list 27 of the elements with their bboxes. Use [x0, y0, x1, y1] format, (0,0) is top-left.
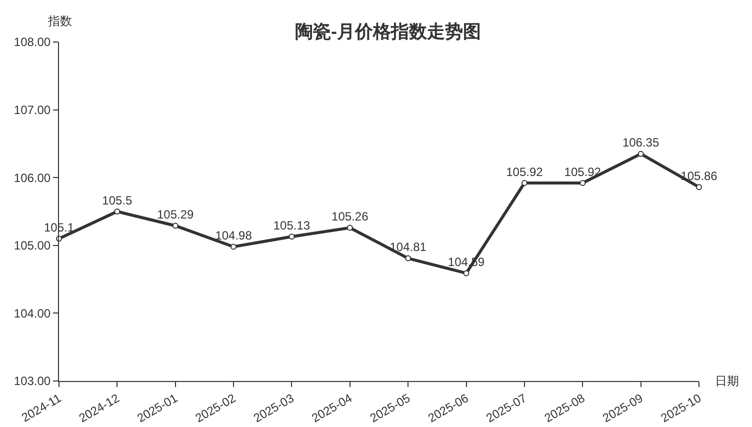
data-label: 105.26 [332, 210, 369, 224]
point [638, 150, 644, 157]
point [696, 184, 702, 190]
point [580, 180, 586, 186]
data-label: 105.29 [157, 208, 194, 222]
y-axis-title: 指数 [47, 14, 72, 28]
point [346, 224, 353, 231]
point [521, 180, 528, 186]
y-tick-label: 105.00 [14, 238, 51, 253]
data-label: 104.98 [215, 228, 252, 243]
x-axis-title: 日期 [715, 374, 739, 388]
y-tick-label: 104.00 [14, 306, 51, 320]
point [288, 234, 295, 240]
point [172, 222, 178, 229]
y-tick-label: 107.00 [14, 103, 51, 117]
data-label: 105.5 [102, 193, 133, 208]
y-tick-label: 103.00 [14, 374, 51, 388]
data-label: 106.35 [622, 136, 660, 150]
point [230, 244, 237, 250]
point [114, 208, 120, 214]
chart-title: 陶瓷-月价格指数走势图 [295, 21, 482, 42]
data-label: 105.92 [506, 164, 544, 179]
y-tick-label: 108.00 [14, 35, 51, 50]
y-tick-label: 106.00 [14, 170, 51, 185]
point [463, 270, 470, 276]
data-label: 105.13 [273, 218, 310, 232]
point [405, 255, 412, 262]
